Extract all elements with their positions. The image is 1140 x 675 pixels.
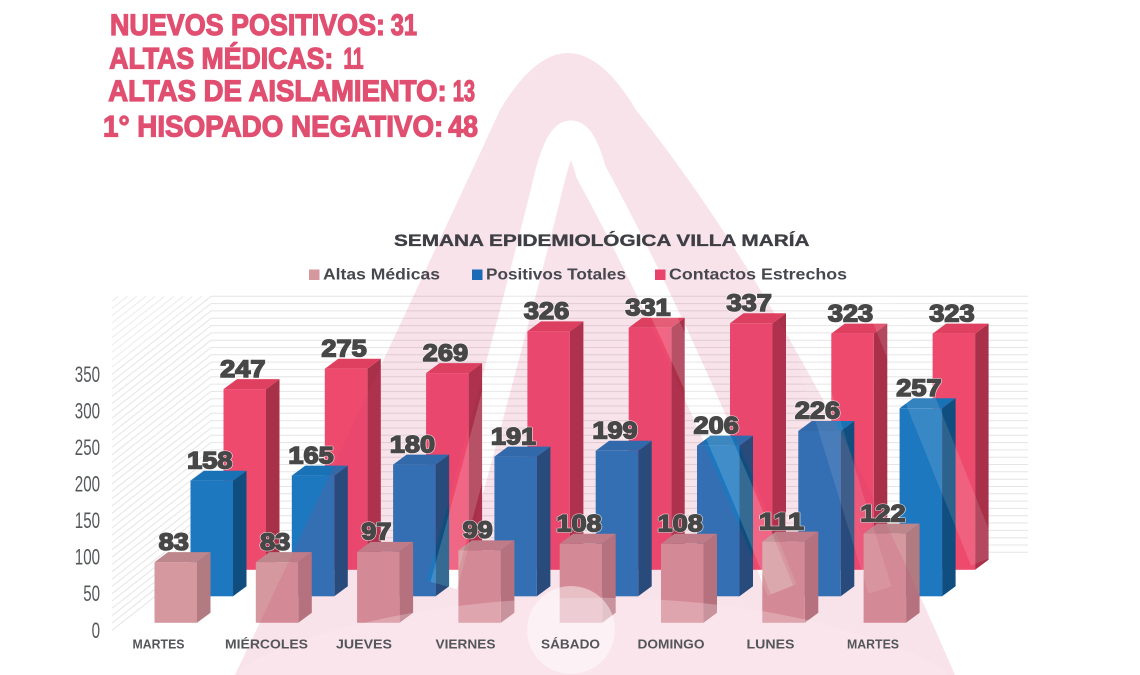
svg-text:206: 206 [694, 412, 739, 439]
svg-text:323: 323 [929, 300, 974, 327]
svg-text:122: 122 [860, 500, 905, 527]
svg-text:323: 323 [828, 300, 873, 327]
svg-text:MARTES: MARTES [847, 636, 899, 651]
svg-text:100: 100 [75, 545, 100, 570]
svg-text:11: 11 [344, 43, 364, 76]
svg-text:200: 200 [75, 472, 100, 497]
svg-text:Positivos Totales: Positivos Totales [486, 267, 626, 284]
svg-text:247: 247 [220, 356, 265, 383]
svg-text:31: 31 [391, 9, 417, 42]
svg-text:180: 180 [390, 431, 435, 458]
svg-text:83: 83 [260, 529, 290, 556]
svg-text:97: 97 [361, 519, 391, 546]
svg-text:122: 122 [860, 500, 905, 527]
svg-text:326: 326 [524, 298, 569, 325]
svg-text:DOMINGO: DOMINGO [638, 636, 705, 651]
svg-text:1° HISOPADO NEGATIVO:: 1° HISOPADO NEGATIVO: [103, 111, 443, 144]
svg-text:99: 99 [463, 517, 493, 544]
svg-text:250: 250 [75, 435, 100, 460]
svg-text:108: 108 [556, 511, 601, 538]
svg-text:226: 226 [795, 398, 840, 425]
svg-text:150: 150 [75, 508, 100, 533]
svg-text:111: 111 [759, 508, 804, 535]
svg-text:83: 83 [159, 529, 189, 556]
svg-text:13: 13 [453, 75, 475, 108]
svg-text:VIERNES: VIERNES [436, 636, 496, 651]
svg-text:NUEVOS POSITIVOS:: NUEVOS POSITIVOS: [110, 9, 385, 42]
svg-text:SÁBADO: SÁBADO [541, 636, 600, 651]
svg-text:Contactos Estrechos: Contactos Estrechos [669, 267, 847, 284]
svg-text:323: 323 [828, 300, 873, 327]
svg-text:JUEVES: JUEVES [336, 636, 392, 651]
svg-text:257: 257 [896, 375, 941, 402]
svg-text:199: 199 [592, 418, 637, 445]
svg-text:191: 191 [491, 423, 536, 450]
svg-text:97: 97 [361, 519, 391, 546]
svg-text:0: 0 [92, 618, 100, 643]
svg-text:337: 337 [727, 290, 772, 317]
svg-text:337: 337 [727, 290, 772, 317]
svg-text:111: 111 [759, 508, 804, 535]
svg-text:83: 83 [159, 529, 189, 556]
svg-text:108: 108 [556, 511, 601, 538]
svg-text:323: 323 [929, 300, 974, 327]
svg-text:300: 300 [75, 398, 100, 423]
svg-text:257: 257 [896, 375, 941, 402]
svg-text:226: 226 [795, 398, 840, 425]
svg-text:158: 158 [187, 447, 232, 474]
svg-text:50: 50 [83, 581, 100, 606]
svg-text:LUNES: LUNES [747, 636, 795, 651]
svg-text:191: 191 [491, 423, 536, 450]
svg-text:199: 199 [592, 418, 637, 445]
svg-text:Altas Médicas: Altas Médicas [323, 267, 440, 284]
svg-text:247: 247 [220, 356, 265, 383]
svg-text:275: 275 [321, 335, 366, 362]
svg-text:SEMANA EPIDEMIOLÓGICA VILLA MA: SEMANA EPIDEMIOLÓGICA VILLA MARÍA [394, 231, 810, 250]
svg-text:108: 108 [658, 511, 703, 538]
svg-text:MARTES: MARTES [133, 636, 185, 651]
svg-text:108: 108 [658, 511, 703, 538]
svg-text:99: 99 [463, 517, 493, 544]
svg-text:331: 331 [625, 294, 670, 321]
svg-text:269: 269 [423, 340, 468, 367]
svg-text:331: 331 [625, 294, 670, 321]
svg-text:83: 83 [260, 529, 290, 556]
svg-text:326: 326 [524, 298, 569, 325]
svg-text:165: 165 [288, 442, 333, 469]
svg-text:48: 48 [448, 111, 478, 144]
svg-text:ALTAS MÉDICAS:: ALTAS MÉDICAS: [109, 42, 333, 76]
svg-text:MIÉRCOLES: MIÉRCOLES [225, 636, 308, 651]
svg-text:350: 350 [75, 362, 100, 387]
svg-text:275: 275 [321, 335, 366, 362]
svg-text:165: 165 [288, 442, 333, 469]
svg-text:158: 158 [187, 447, 232, 474]
svg-text:180: 180 [390, 431, 435, 458]
svg-text:269: 269 [423, 340, 468, 367]
svg-text:206: 206 [694, 412, 739, 439]
svg-text:ALTAS DE AISLAMIENTO:: ALTAS DE AISLAMIENTO: [108, 75, 446, 108]
